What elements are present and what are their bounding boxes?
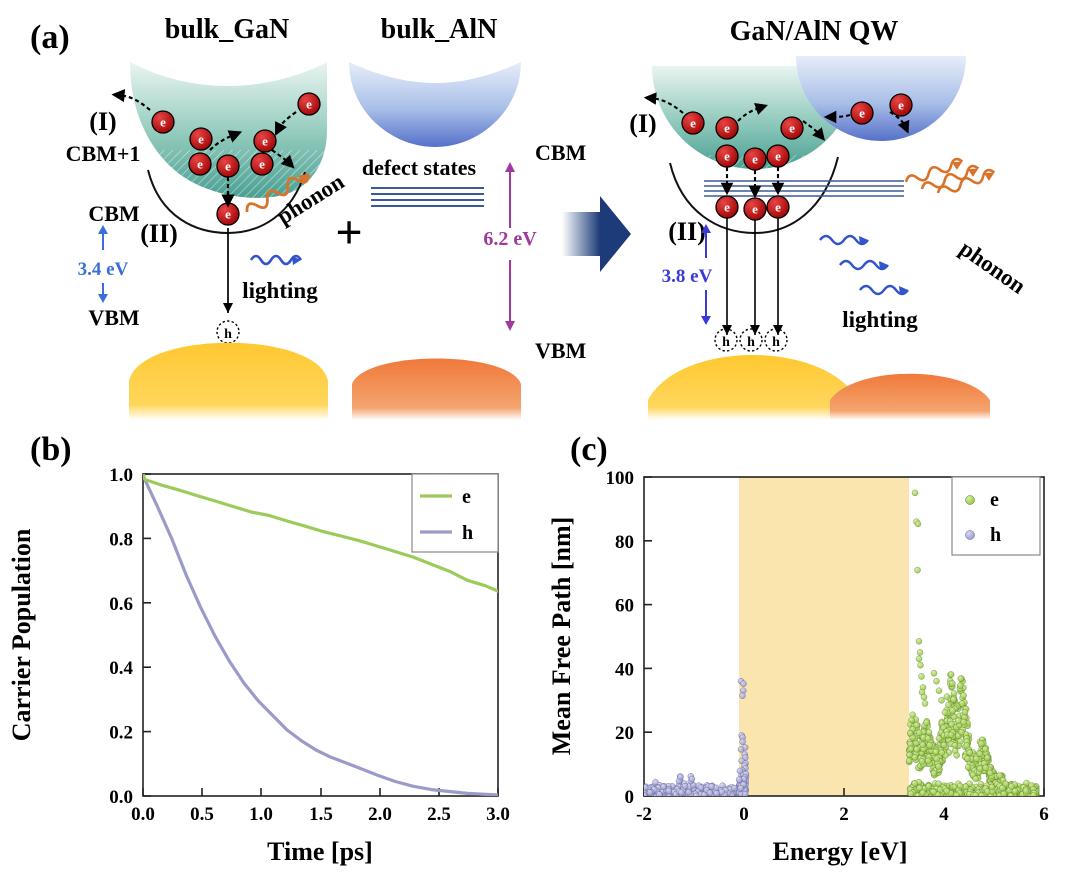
svg-text:+: + <box>335 206 362 259</box>
svg-text:0.5: 0.5 <box>190 804 214 825</box>
svg-text:h: h <box>462 522 473 544</box>
svg-text:3.8 eV: 3.8 eV <box>662 266 713 287</box>
svg-text:80: 80 <box>615 532 634 553</box>
svg-text:2.0: 2.0 <box>368 804 392 825</box>
svg-text:0.2: 0.2 <box>109 723 133 744</box>
svg-text:Carrier Population: Carrier Population <box>7 528 36 741</box>
svg-text:lighting: lighting <box>842 307 918 332</box>
svg-text:h: h <box>772 335 780 350</box>
svg-text:1.0: 1.0 <box>249 804 273 825</box>
svg-text:(I): (I) <box>629 109 656 138</box>
svg-text:(II): (II) <box>140 219 178 248</box>
svg-text:h: h <box>990 524 1001 546</box>
svg-text:h: h <box>747 335 755 350</box>
svg-text:e: e <box>462 486 471 508</box>
svg-text:(II): (II) <box>668 217 706 246</box>
svg-text:4: 4 <box>939 804 949 825</box>
svg-text:1.0: 1.0 <box>109 465 133 486</box>
svg-text:defect states: defect states <box>362 155 477 180</box>
svg-text:0.0: 0.0 <box>109 787 133 808</box>
svg-text:100: 100 <box>606 468 635 489</box>
svg-text:60: 60 <box>615 596 634 617</box>
svg-text:0.6: 0.6 <box>109 594 133 615</box>
svg-text:(I): (I) <box>89 107 116 136</box>
svg-text:CBM: CBM <box>88 201 140 226</box>
svg-text:VBM: VBM <box>535 338 587 363</box>
svg-text:GaN/AlN QW: GaN/AlN QW <box>730 16 899 47</box>
svg-text:0.8: 0.8 <box>109 529 133 550</box>
svg-text:h: h <box>224 327 232 342</box>
svg-text:40: 40 <box>615 659 634 680</box>
svg-text:6: 6 <box>1039 804 1049 825</box>
svg-text:h: h <box>722 335 730 350</box>
svg-text:Mean Free Path [nm]: Mean Free Path [nm] <box>547 517 576 756</box>
svg-text:0: 0 <box>739 804 749 825</box>
svg-text:2.5: 2.5 <box>427 804 451 825</box>
svg-text:2: 2 <box>839 804 849 825</box>
svg-text:lighting: lighting <box>242 278 318 303</box>
svg-text:Energy [eV]: Energy [eV] <box>772 837 907 866</box>
svg-text:VBM: VBM <box>88 305 140 330</box>
svg-text:0.0: 0.0 <box>131 804 155 825</box>
svg-text:bulk_AlN: bulk_AlN <box>381 14 498 45</box>
svg-text:0: 0 <box>625 787 635 808</box>
svg-text:(a): (a) <box>30 19 70 56</box>
svg-text:CBM: CBM <box>535 140 587 165</box>
svg-text:(c): (c) <box>570 431 608 468</box>
svg-text:(b): (b) <box>30 431 72 468</box>
svg-text:phonon: phonon <box>955 236 1030 299</box>
svg-text:bulk_GaN: bulk_GaN <box>165 14 290 45</box>
svg-text:e: e <box>990 489 999 511</box>
svg-text:20: 20 <box>615 723 634 744</box>
svg-text:1.5: 1.5 <box>309 804 333 825</box>
svg-text:3.0: 3.0 <box>486 804 510 825</box>
svg-text:CBM+1: CBM+1 <box>66 141 141 166</box>
svg-text:-2: -2 <box>636 804 652 825</box>
svg-text:Time [ps]: Time [ps] <box>267 837 373 866</box>
svg-text:6.2 eV: 6.2 eV <box>483 228 537 250</box>
svg-text:3.4 eV: 3.4 eV <box>78 259 129 280</box>
svg-text:0.4: 0.4 <box>109 658 133 679</box>
